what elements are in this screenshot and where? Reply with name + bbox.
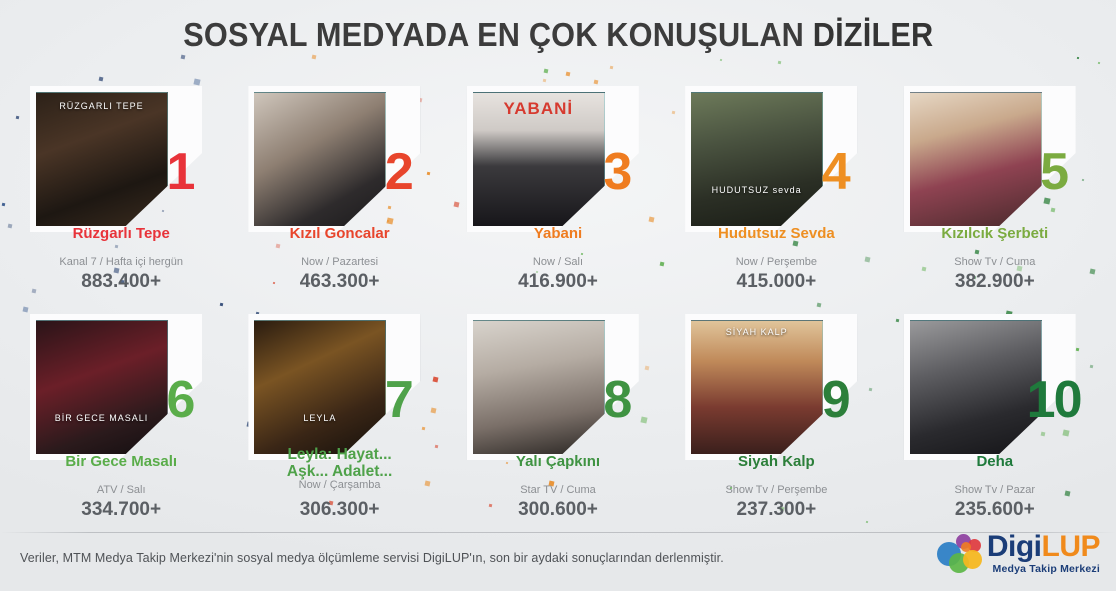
page-title-emphasis: DİZİLER [812,16,934,53]
mention-count: 334.700+ [81,499,162,520]
poster-image: HUDUTSUZ sevda [691,92,824,226]
rank-number: 10 [1026,371,1083,429]
ranking-item: HUDUTSUZ sevda 4 Hudutsuz Sevda Now / Perşe… [667,78,885,306]
footer-note: Veriler, MTM Medya Takip Merkezi'nin sos… [20,551,724,565]
show-channel: Star TV / Cuma [520,484,596,496]
poster-image [909,92,1042,226]
show-title: Kızılcık Şerbeti [941,225,1049,242]
rank-number: 9 [821,371,851,429]
rank-number: 2 [384,143,414,201]
poster-title-overlay: HUDUTSUZ sevda [711,185,802,195]
show-channel: Now / Perşembe [735,256,818,268]
ranking-item: BİR GECE MASALI 6 Bir Gece Masalı ATV / Sal… [12,306,230,534]
digilup-wordmark: DigiLUP [986,529,1101,563]
poster-card: RÜZGARLI TEPE [30,86,202,232]
poster-title-overlay: LEYLA [303,413,337,423]
ranking-grid: RÜZGARLI TEPE 1 Rüzgarlı Tepe Kanal 7 / Haf… [12,78,1104,534]
ranking-item: YABANİ 3 Yabani Now / Salı 416.900+ [449,78,667,306]
show-channel: ATV / Salı [96,484,146,496]
rank-number: 3 [603,143,633,201]
mention-count: 382.900+ [954,271,1035,292]
show-title: Leyla: Hayat... Aşk... Adalet... [286,446,393,480]
rank-number: 6 [166,371,196,429]
confetti-dot [1,202,6,207]
poster-image: SİYAH KALP [691,320,824,454]
show-channel: Show Tv / Cuma [954,256,1036,268]
confetti-dot [311,54,317,60]
ranking-item: 10 Deha Show Tv / Pazar 235.600+ [886,306,1104,534]
show-title: Siyah Kalp [738,453,815,470]
poster-image: LEYLA [254,320,387,454]
show-title: Yalı Çapkını [515,453,601,470]
show-channel: Now / Salı [532,256,584,268]
mention-count: 883.400+ [81,271,162,292]
show-title: Hudutsuz Sevda [718,225,835,242]
ranking-item: SİYAH KALP 9 Siyah Kalp Show Tv / Perşembe 2… [667,306,885,534]
poster-image [472,320,605,454]
poster-title-overlay: RÜZGARLI TEPE [59,101,144,111]
mention-count: 415.000+ [736,271,817,292]
ranking-item: 2 Kızıl Goncalar Now / Pazartesi 463.300+ [230,78,448,306]
poster-card [903,86,1076,232]
confetti-dot [609,65,614,70]
confetti-dot [1097,61,1101,65]
show-title: Yabani [533,225,583,242]
confetti-dot [719,58,723,62]
poster-title-overlay: SİYAH KALP [725,327,788,337]
show-title: Kızıl Goncalar [289,225,390,242]
show-channel: Now / Pazartesi [301,256,379,268]
show-title: Rüzgarlı Tepe [72,225,170,242]
show-title: Deha [976,453,1014,470]
show-title: Bir Gece Masalı [65,453,178,470]
page-title: SOSYAL MEDYADA EN ÇOK KONUŞULAN DİZİLER [0,16,1116,54]
poster-title-overlay: BİR GECE MASALI [54,413,149,423]
digilup-logo-mark-icon [936,533,983,573]
digilup-logo: DigiLUP Medya Takip Merkezi [936,529,1101,577]
digilup-word-digi: Digi [986,529,1042,563]
mention-count: 235.600+ [954,499,1035,520]
rank-number: 1 [166,143,196,201]
mention-count: 237.300+ [736,499,817,520]
poster-image: YABANİ [472,92,605,226]
confetti-dot [180,54,186,60]
rank-number: 7 [384,371,414,429]
show-channel: Show Tv / Pazar [954,484,1036,496]
poster-card: BİR GECE MASALI [30,314,202,460]
digilup-subtitle: Medya Takip Merkezi [992,562,1100,575]
show-channel: Kanal 7 / Hafta içi hergün [59,256,183,268]
show-channel: Now / Çarşamba [298,479,381,491]
digilup-word-lup: LUP [1041,529,1101,563]
rank-number: 5 [1040,143,1070,201]
poster-image [909,320,1042,454]
footer-divider [0,532,1116,533]
digilup-logo-text: DigiLUP Medya Takip Merkezi [986,529,1101,575]
poster-image: RÜZGARLI TEPE [36,92,168,226]
mention-count: 416.900+ [518,271,598,292]
mention-count: 306.300+ [299,499,380,520]
poster-title-overlay: YABANİ [503,99,574,118]
poster-image: BİR GECE MASALI [36,320,168,454]
page-title-main: SOSYAL MEDYADA EN ÇOK KONUŞULAN [182,16,813,53]
page-title-text: SOSYAL MEDYADA EN ÇOK KONUŞULAN DİZİLER [183,16,933,54]
rank-number: 8 [603,371,633,429]
confetti-dot [565,71,571,77]
ranking-item: 5 Kızılcık Şerbeti Show Tv / Cuma 382.900+ [886,78,1104,306]
ranking-item: 8 Yalı Çapkını Star TV / Cuma 300.600+ [449,306,667,534]
confetti-dot [1076,56,1080,60]
ranking-item: RÜZGARLI TEPE 1 Rüzgarlı Tepe Kanal 7 / Haf… [12,78,230,306]
confetti-dot [777,60,782,65]
show-channel: Show Tv / Perşembe [725,484,828,496]
ranking-item: LEYLA 7 Leyla: Hayat... Aşk... Adalet... Now… [230,306,448,534]
poster-image [254,92,387,226]
mention-count: 463.300+ [299,271,380,292]
confetti-dot [543,68,549,74]
rank-number: 4 [821,143,851,201]
mention-count: 300.600+ [518,499,598,520]
